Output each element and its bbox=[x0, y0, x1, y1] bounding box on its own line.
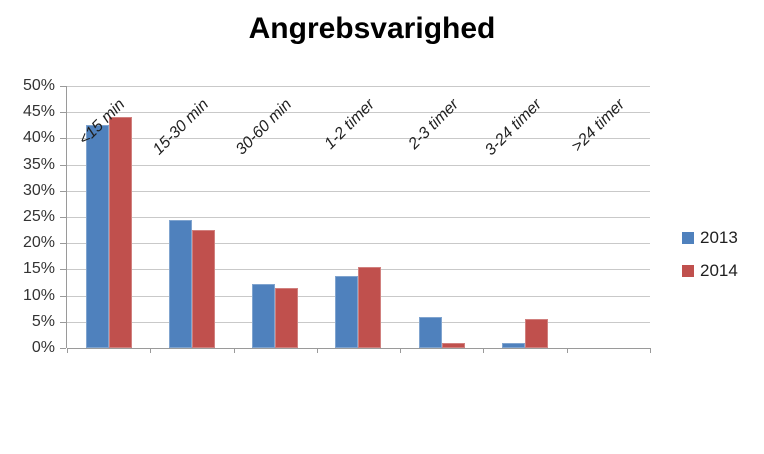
bar-2013 bbox=[85, 125, 109, 348]
y-axis-label: 5% bbox=[31, 312, 55, 330]
legend-swatch-2013 bbox=[682, 231, 694, 244]
x-axis-tick bbox=[67, 348, 68, 353]
y-axis-tick bbox=[60, 164, 66, 166]
bar-2014 bbox=[191, 230, 215, 348]
y-axis-label: 40% bbox=[22, 129, 55, 147]
bar-group bbox=[67, 86, 150, 348]
legend: 2013 2014 bbox=[682, 229, 738, 279]
x-axis-tick bbox=[566, 348, 568, 353]
y-axis-tick bbox=[60, 86, 66, 87]
x-axis-tick bbox=[233, 348, 235, 353]
y-axis-tick bbox=[60, 269, 66, 271]
bar-2014 bbox=[275, 287, 299, 348]
x-axis-tick bbox=[316, 348, 318, 353]
bar-group bbox=[317, 86, 400, 348]
y-axis-label: 25% bbox=[22, 208, 55, 225]
bar-2013 bbox=[335, 275, 359, 348]
gridline bbox=[67, 112, 650, 114]
bar-group bbox=[400, 86, 483, 348]
bar-group bbox=[483, 86, 566, 348]
y-axis-label: 50% bbox=[22, 77, 55, 94]
gridline bbox=[67, 86, 650, 87]
x-axis-tick bbox=[150, 348, 152, 353]
bar-2014 bbox=[525, 319, 549, 348]
bar-2014 bbox=[108, 117, 132, 348]
y-axis-tick bbox=[60, 112, 66, 114]
legend-label-2013: 2013 bbox=[700, 228, 738, 247]
chart-title: Angrebsvarighed bbox=[248, 12, 496, 45]
gridline bbox=[67, 217, 650, 218]
y-axis-tick bbox=[60, 217, 66, 218]
bar-2013 bbox=[252, 283, 276, 348]
y-axis-tick bbox=[60, 190, 66, 192]
y-axis-line bbox=[66, 86, 67, 348]
y-axis-tick bbox=[60, 295, 66, 297]
y-axis-label: 45% bbox=[22, 103, 55, 121]
y-axis-label: 10% bbox=[22, 286, 55, 304]
gridline bbox=[67, 164, 650, 166]
x-axis-tick bbox=[650, 348, 651, 353]
x-axis-line bbox=[67, 348, 650, 349]
y-axis-label: 0% bbox=[31, 339, 55, 356]
x-axis-tick bbox=[483, 348, 485, 353]
bar-2013 bbox=[168, 219, 192, 348]
legend-swatch-2014 bbox=[682, 264, 694, 277]
legend-item-2013: 2013 bbox=[682, 229, 738, 246]
bar-group bbox=[150, 86, 233, 348]
bar-2013 bbox=[418, 316, 442, 348]
y-axis-tick bbox=[60, 138, 66, 140]
y-axis-tick bbox=[60, 348, 66, 349]
y-axis-label: 15% bbox=[22, 260, 55, 278]
gridline bbox=[67, 190, 650, 192]
x-axis-tick bbox=[400, 348, 402, 353]
y-axis-label: 35% bbox=[22, 155, 55, 173]
plot-area: 50% 45% 40% 35% 30% 25% 20% 15% 10% 5% 0% <15 min 1… bbox=[23, 78, 651, 356]
gridline bbox=[67, 243, 650, 245]
gridline bbox=[67, 138, 650, 140]
y-axis-tick bbox=[60, 321, 66, 323]
y-axis-label: 20% bbox=[22, 234, 55, 252]
bar-2014 bbox=[441, 342, 465, 348]
y-axis-label: 30% bbox=[22, 181, 55, 199]
legend-label-2014: 2014 bbox=[700, 261, 738, 280]
y-axis-tick bbox=[60, 243, 66, 245]
bar-2013 bbox=[502, 342, 526, 348]
legend-item-2014: 2014 bbox=[682, 262, 738, 279]
bar-2014 bbox=[358, 267, 382, 348]
bar-group bbox=[234, 86, 317, 348]
